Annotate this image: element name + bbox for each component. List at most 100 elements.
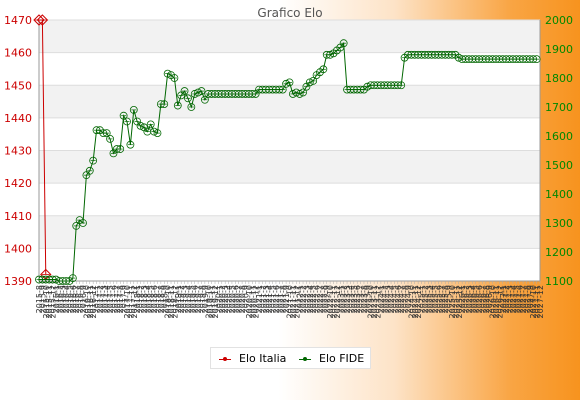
elo-fide-point [339, 39, 348, 48]
x-tick-label: 2018-4 [143, 285, 152, 313]
x-tick-label: 2027-8 [522, 285, 531, 313]
x-tick-label: 2015-10 [42, 285, 51, 318]
x-tick-label: 2018-1 [133, 285, 142, 313]
x-tick-label: 2016-9 [79, 285, 88, 313]
x-tick-label: 2017-4 [103, 285, 112, 313]
x-tick-label: 2016-6 [69, 285, 78, 313]
x-tick-label: 2021-9 [282, 285, 291, 313]
right-tick-label: 1800 [545, 72, 573, 85]
x-tick-label: 2026-12 [495, 285, 504, 318]
x-tick-label: 2022-12 [333, 285, 342, 318]
elo-fide-point [163, 69, 172, 78]
x-tick-label: 2022-3 [302, 285, 311, 313]
chart-legend: Elo Italia Elo FIDE [210, 347, 371, 369]
x-tick-label: 2016-1 [52, 285, 61, 313]
x-tick-label: 2026-7 [478, 285, 487, 313]
x-tick-label: 2017-3 [99, 285, 108, 313]
x-tick-label: 2020-5 [228, 285, 237, 313]
elo-fide-point [170, 74, 179, 82]
x-tick-label: 2021-8 [279, 285, 288, 313]
elo-fide-point [72, 221, 81, 230]
x-tick-label: 2027-9 [526, 285, 535, 313]
x-tick-label: 2020-3 [221, 285, 230, 313]
x-tick-label: 2016-2 [55, 285, 64, 313]
x-tick-label: 2016-7 [72, 285, 81, 313]
x-tick-label: 2024-9 [404, 285, 413, 313]
elo-fide-point [160, 100, 169, 108]
x-tick-label: 2015-11 [45, 285, 54, 318]
x-tick-label: 2019-10 [204, 285, 213, 318]
x-tick-label: 2025-2 [421, 285, 430, 313]
elo-italia-point [36, 14, 49, 26]
x-tick-label: 2022-5 [309, 285, 318, 313]
x-tick-label: 2023-3 [343, 285, 352, 313]
x-tick-label: 2025-9 [445, 285, 454, 313]
elo-fide-point [197, 87, 206, 95]
x-tick-label: 2016-10 [82, 285, 91, 318]
x-tick-label: 2027-6 [516, 285, 525, 313]
x-tick-label: 2017-9 [120, 285, 129, 313]
right-tick-label: 1300 [545, 217, 573, 230]
left-tick-label: 1390 [4, 275, 32, 288]
x-tick-label: 2021-5 [269, 285, 278, 313]
x-tick-label: 2023-10 [367, 285, 376, 318]
right-tick-label: 1700 [545, 101, 573, 114]
x-tick-label: 2022-6 [313, 285, 322, 313]
x-tick-label: 2021-4 [265, 285, 274, 313]
x-tick-label: 2018-5 [147, 285, 156, 313]
x-axis-ticks: 2015-82015-92015-102015-112015-122016-12… [35, 281, 545, 318]
x-tick-label: 2026-8 [482, 285, 491, 313]
x-tick-label: 2021-3 [262, 285, 271, 313]
x-tick-label: 2024-7 [397, 285, 406, 313]
x-tick-label: 2024-10 [407, 285, 416, 318]
x-tick-label: 2027-10 [529, 285, 538, 318]
x-tick-label: 2025-8 [441, 285, 450, 313]
x-tick-label: 2023-4 [346, 285, 355, 313]
x-tick-label: 2027-1 [499, 285, 508, 313]
x-tick-label: 2017-12 [130, 285, 139, 318]
x-tick-label: 2024-6 [394, 285, 403, 313]
elo-fide-point [184, 94, 192, 103]
x-tick-label: 2020-2 [218, 285, 227, 313]
plot-bands [39, 19, 540, 282]
x-tick-label: 2019-9 [201, 285, 210, 313]
x-tick-label: 2021-1 [255, 285, 264, 313]
x-tick-label: 2018-7 [153, 285, 162, 313]
x-tick-label: 2015-9 [38, 285, 47, 313]
x-tick-label: 2025-10 [448, 285, 457, 318]
elo-fide-point [123, 117, 131, 126]
x-tick-label: 2022-2 [299, 285, 308, 313]
legend-label-elo-italia: Elo Italia [239, 352, 287, 365]
grid-band [39, 248, 540, 281]
elo-fide-point [89, 156, 98, 165]
x-tick-label: 2019-8 [197, 285, 206, 313]
x-tick-label: 2019-3 [181, 285, 190, 313]
x-tick-label: 2025-5 [431, 285, 440, 313]
right-axis-ticks: 1100 1200 1300 1400 1500 1600 1700 1800 1900 2000 [545, 14, 573, 288]
x-tick-label: 2022-11 [330, 285, 339, 318]
x-tick-label: 2018-12 [170, 285, 179, 318]
x-tick-label: 2020-4 [225, 285, 234, 313]
x-tick-label: 2023-11 [370, 285, 379, 318]
x-tick-label: 2020-9 [241, 285, 250, 313]
right-tick-label: 2000 [545, 14, 573, 27]
x-tick-label: 2018-2 [137, 285, 146, 313]
x-tick-label: 2017-10 [123, 285, 132, 318]
x-tick-label: 2026-10 [489, 285, 498, 318]
right-tick-label: 1200 [545, 246, 573, 259]
x-tick-label: 2027-7 [519, 285, 528, 313]
x-tick-label: 2026-2 [462, 285, 471, 313]
x-tick-label: 2025-7 [438, 285, 447, 313]
grid-band [39, 215, 540, 249]
right-tick-label: 1900 [545, 43, 573, 56]
x-tick-label: 2021-12 [292, 285, 301, 318]
elo-fide-point [326, 50, 335, 59]
right-tick-label: 1600 [545, 130, 573, 143]
left-tick-label: 1460 [4, 47, 32, 60]
chart-title: Grafico Elo [257, 6, 322, 20]
x-tick-label: 2017-6 [109, 285, 118, 313]
elo-fide-point [126, 140, 135, 149]
x-tick-label: 2018-11 [167, 285, 176, 318]
x-tick-label: 2025-1 [418, 285, 427, 313]
grid-band [39, 20, 540, 53]
